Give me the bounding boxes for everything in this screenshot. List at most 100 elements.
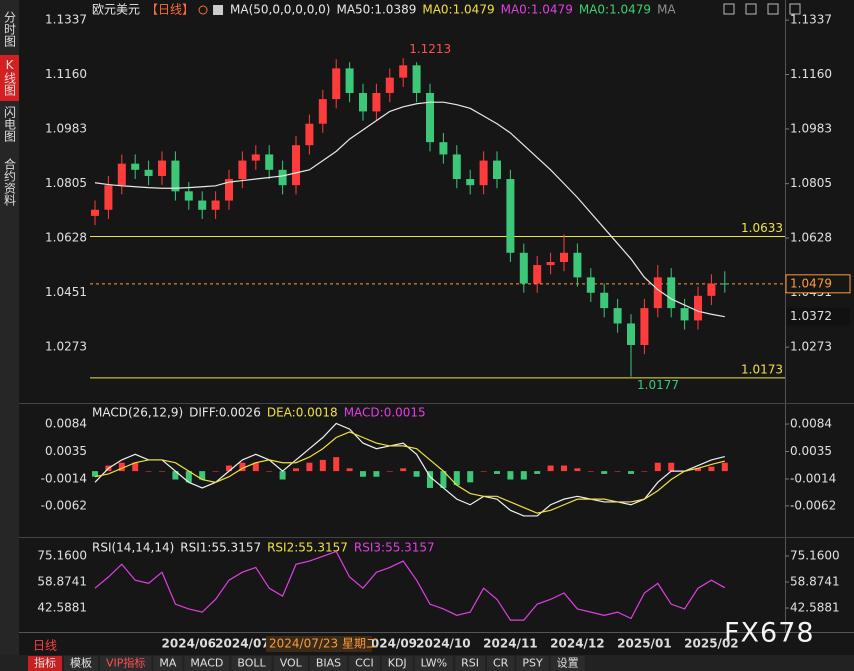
- ma-box: [786, 307, 850, 326]
- y-tick-label: 0.0084: [790, 417, 832, 431]
- macd-bar: [333, 457, 340, 472]
- candle-body: [506, 179, 515, 253]
- candle-body: [493, 160, 501, 180]
- candle-body: [225, 179, 233, 201]
- rsi-line: [94, 550, 726, 621]
- toolbar-label[interactable]: MA: [159, 657, 176, 670]
- toolbar-label[interactable]: CCI: [355, 657, 374, 670]
- toolbar-button[interactable]: [231, 656, 272, 671]
- candle-body: [131, 163, 140, 170]
- toolbar-button[interactable]: [64, 656, 98, 671]
- macd-bar: [239, 462, 246, 472]
- toolbar-button[interactable]: [414, 656, 454, 671]
- toolbar-button[interactable]: [184, 656, 230, 671]
- level-label: 1.0633: [741, 221, 783, 235]
- x-tick-label: 2024/10: [416, 637, 470, 651]
- icon: [213, 5, 224, 15]
- toolbar-label[interactable]: VOL: [280, 657, 303, 670]
- button[interactable]: [767, 3, 779, 15]
- y-tick-label: 1.0805: [45, 176, 87, 190]
- macd-bar: [199, 471, 206, 480]
- toolbar-label[interactable]: MACD: [190, 657, 223, 670]
- y-tick-label: 1.0983: [45, 121, 87, 135]
- macd-bar: [266, 471, 273, 472]
- x-tick-label: 2024/07: [215, 637, 269, 651]
- candle-body: [305, 123, 314, 146]
- candle-body: [238, 160, 247, 180]
- macd-bar: [547, 465, 554, 472]
- toolbar-label[interactable]: 模板: [70, 656, 92, 670]
- sidebar-tab[interactable]: 闪电图: [3, 106, 17, 142]
- button[interactable]: [745, 3, 757, 15]
- toolbar-label[interactable]: 设置: [557, 657, 579, 670]
- level-label: 1.0173: [741, 362, 783, 376]
- macd-bar: [708, 466, 715, 472]
- toolbar-button[interactable]: [273, 656, 308, 671]
- macd-bar: [614, 471, 621, 472]
- y-tick-label: -0.0062: [41, 498, 87, 512]
- candle-body: [158, 160, 166, 176]
- legend-item: MA0:1.0479: [422, 3, 494, 17]
- y-tick-label: 1.0628: [45, 231, 87, 245]
- legend-item: RSI(14,14,14): [92, 541, 174, 555]
- candle-body: [586, 277, 595, 293]
- x-tick-label: 2025/02: [684, 637, 738, 651]
- toolbar-button[interactable]: [381, 656, 413, 671]
- toolbar-button[interactable]: [349, 656, 380, 671]
- candle-body: [439, 142, 448, 155]
- sidebar-tab[interactable]: 分时图: [3, 11, 17, 47]
- macd-bar: [427, 471, 433, 488]
- candle-body: [573, 252, 582, 278]
- macd-bar: [721, 462, 728, 472]
- candle-body: [399, 65, 408, 78]
- macd-bar: [520, 471, 527, 480]
- macd-bar: [346, 468, 353, 472]
- sidebar-tab[interactable]: K线图: [3, 58, 17, 96]
- toolbar-button[interactable]: [487, 656, 515, 671]
- macd-bar: [561, 465, 567, 472]
- toolbar-label[interactable]: 指标: [34, 656, 56, 670]
- legend-item: MA0:1.0479: [501, 3, 573, 17]
- toolbar-button[interactable]: [100, 656, 152, 671]
- button[interactable]: [789, 3, 801, 15]
- toolbar-button[interactable]: [153, 656, 183, 671]
- button[interactable]: [723, 3, 735, 15]
- toolbar-label[interactable]: LW%: [421, 657, 447, 670]
- candle-body: [345, 68, 354, 93]
- y-tick-label: 1.0273: [45, 340, 87, 354]
- candle-body: [546, 262, 555, 266]
- sidebar-tab[interactable]: 合约资料: [3, 157, 17, 206]
- candle-body: [117, 163, 126, 186]
- candle-body: [466, 179, 475, 186]
- candle-body: [600, 292, 609, 309]
- toolbar-button[interactable]: [455, 656, 485, 671]
- legend-item: DEA:0.0018: [267, 406, 338, 420]
- toolbar-button[interactable]: [516, 656, 549, 671]
- toolbar-button[interactable]: [550, 656, 585, 671]
- toolbar-label[interactable]: CR: [493, 657, 509, 670]
- macd-bar: [306, 462, 313, 472]
- macd-bar: [132, 462, 139, 472]
- macd-bar: [293, 468, 299, 472]
- candle-body: [627, 323, 635, 345]
- x-tick-label: 2025/01: [617, 637, 671, 651]
- toolbar-label[interactable]: PSY: [522, 657, 543, 670]
- legend-item: DIFF:0.0026: [189, 406, 261, 420]
- macd-bar: [413, 471, 420, 477]
- toolbar-label[interactable]: BIAS: [316, 657, 341, 670]
- price-box: [785, 274, 851, 294]
- legend-item: RSI2:55.3157: [267, 541, 348, 555]
- toolbar-label[interactable]: KDJ: [388, 657, 407, 670]
- toolbar-label[interactable]: BOLL: [237, 657, 266, 670]
- y-tick-label: 42.5881: [37, 601, 87, 615]
- y-tick-label: -0.0014: [41, 471, 87, 485]
- toolbar-button[interactable]: [309, 656, 348, 671]
- candle-body: [265, 154, 274, 170]
- toolbar-label[interactable]: RSI: [461, 657, 479, 670]
- macd-bar: [695, 468, 701, 472]
- ma-line: [94, 101, 725, 318]
- window-buttons: [723, 3, 801, 15]
- toolbar-label[interactable]: VIP指标: [106, 656, 145, 670]
- high-label: 1.1213: [409, 42, 451, 56]
- toolbar-button[interactable]: [28, 656, 62, 671]
